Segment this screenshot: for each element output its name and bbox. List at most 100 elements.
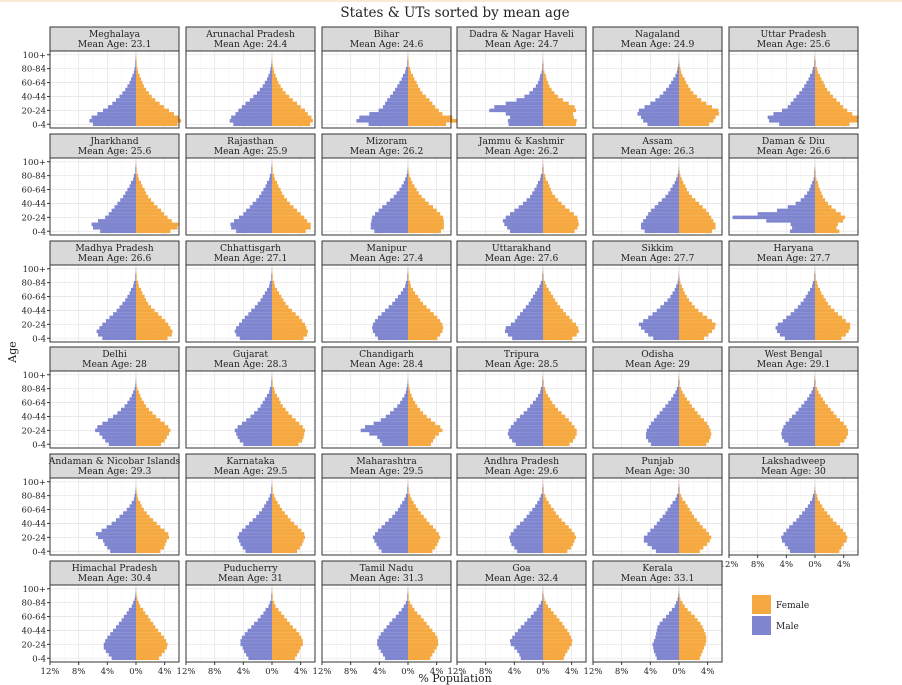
bar-female <box>136 315 162 320</box>
bar-female <box>679 611 692 615</box>
y-tick-label: 20-24 <box>21 426 46 436</box>
bar-female <box>815 229 840 234</box>
bar-male <box>118 621 136 626</box>
bar-male <box>241 319 272 323</box>
x-tick-label: 4% <box>837 560 851 570</box>
bar-female <box>543 284 547 288</box>
x-tick-label: 4% <box>237 667 251 677</box>
x-tick-label: 4% <box>508 667 521 677</box>
plot-area <box>321 370 452 449</box>
bar-female <box>408 404 418 408</box>
bar-male <box>256 198 272 202</box>
bar-female <box>408 222 444 227</box>
bar-male <box>99 326 136 330</box>
facet-strip <box>49 26 180 52</box>
bar-female <box>136 397 142 401</box>
bar-male <box>757 212 815 216</box>
bar-female <box>815 191 822 195</box>
bar-male <box>246 653 272 657</box>
panel-border <box>728 157 859 236</box>
bar-male <box>517 315 543 320</box>
facet-mean-age-label: Mean Age: 23.1 <box>78 39 152 50</box>
bar-female <box>815 393 821 398</box>
bar-male <box>638 108 679 113</box>
bar-male <box>641 222 679 227</box>
bar-female <box>815 77 822 81</box>
panel-border <box>321 370 452 449</box>
bar-female <box>815 442 841 447</box>
bar-male <box>123 614 136 619</box>
bar-female <box>272 273 273 278</box>
bar-female <box>136 115 179 120</box>
bar-male <box>812 280 815 285</box>
bar-male <box>378 546 408 550</box>
bar-female <box>679 593 680 598</box>
bar-male <box>261 507 272 512</box>
x-tick-label: 4% <box>565 667 579 677</box>
bar-male <box>110 549 136 554</box>
bar-female <box>408 442 431 447</box>
bar-female <box>679 439 710 443</box>
bar-female <box>272 187 281 192</box>
bar-male <box>665 511 679 515</box>
bar-female <box>408 280 411 285</box>
bar-female <box>679 222 716 227</box>
bar-female <box>679 500 686 505</box>
bar-male <box>802 511 815 515</box>
bar-male <box>405 66 408 71</box>
bar-male <box>668 191 679 195</box>
bar-male <box>390 411 408 415</box>
bar-male <box>659 621 679 626</box>
bar-female <box>408 87 421 92</box>
bar-female <box>136 287 142 292</box>
bar-female <box>136 91 149 95</box>
bar-female <box>408 497 412 501</box>
bar-female <box>408 386 410 391</box>
bar-female <box>272 305 289 309</box>
bar-male <box>801 404 815 408</box>
bar-male <box>513 528 543 533</box>
bar-male <box>251 308 272 313</box>
bar-female <box>272 607 279 612</box>
plot-area: 12% 8% 4% 0% 4% <box>720 477 859 570</box>
bar-female <box>543 277 544 281</box>
bar-male <box>795 411 815 415</box>
bar-female <box>408 486 409 491</box>
bar-female <box>679 607 688 612</box>
facet-state-label: Dadra & Nagar Haveli <box>469 29 574 40</box>
bar-male <box>671 397 679 401</box>
bar-male <box>674 604 679 608</box>
bar-male <box>779 333 815 337</box>
bar-male <box>789 549 815 554</box>
bar-male <box>641 326 679 330</box>
bar-female <box>815 173 816 178</box>
bar-male <box>133 284 136 288</box>
plot-area: 12% 8% 4% 0% 4% <box>584 584 723 677</box>
bar-female <box>679 70 682 74</box>
bar-male <box>260 298 272 302</box>
panel-border <box>49 157 180 236</box>
bar-female <box>543 180 549 185</box>
bar-male <box>113 628 136 633</box>
bar-female <box>136 500 141 505</box>
bar-male <box>523 518 543 522</box>
bar-male <box>135 273 136 278</box>
bar-male <box>263 611 272 615</box>
bar-female <box>408 432 439 436</box>
bar-female <box>136 386 138 391</box>
bar-male <box>271 277 272 281</box>
bar-female <box>272 442 299 447</box>
bar-female <box>543 105 575 109</box>
bar-female <box>543 511 556 515</box>
bar-female <box>815 418 841 422</box>
bar-male <box>392 301 408 306</box>
bar-male <box>372 215 408 220</box>
bar-female <box>136 518 154 522</box>
bar-male <box>675 497 679 501</box>
bar-female <box>679 656 700 661</box>
facet-mean-age-label: Mean Age: 31 <box>218 573 283 584</box>
bar-male <box>271 490 272 494</box>
bar-female <box>272 301 286 306</box>
bar-male <box>103 108 136 113</box>
facet-strip <box>456 560 587 586</box>
